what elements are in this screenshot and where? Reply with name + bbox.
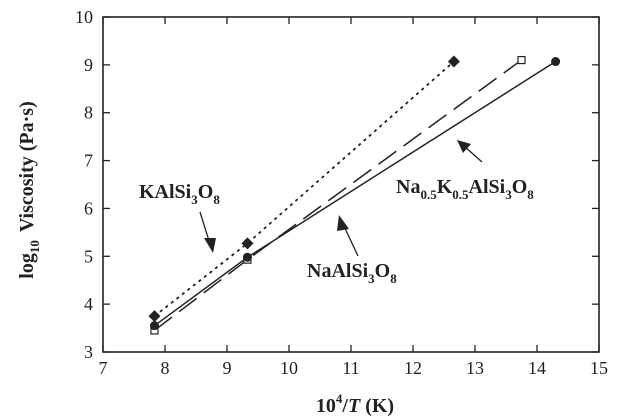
x-tick-label: 12 bbox=[404, 358, 422, 378]
x-tick-label: 10 bbox=[280, 358, 298, 378]
series-label-na05k05alsi3o8: Na0.5K0.5AlSi3O8 bbox=[396, 176, 534, 202]
x-tick-label: 11 bbox=[342, 358, 359, 378]
series-line-1 bbox=[154, 59, 522, 332]
y-tick-label: 9 bbox=[84, 55, 93, 75]
series-label-naalsi3o8: NaAlSi3O8 bbox=[307, 260, 397, 286]
x-axis-label: 104/T (K) bbox=[316, 391, 394, 417]
y-tick-label: 8 bbox=[84, 103, 93, 123]
x-axis-ticks: 7 8 9 10 11 12 13 14 15 bbox=[99, 17, 608, 378]
x-tick-label: 13 bbox=[466, 358, 484, 378]
arrow-kalsi3o8 bbox=[199, 211, 216, 253]
x-tick-label: 9 bbox=[223, 358, 232, 378]
data-point-circle bbox=[551, 57, 561, 67]
arrow-naalsi3o8 bbox=[337, 215, 359, 257]
data-point-diamond bbox=[148, 310, 161, 323]
series-label-kalsi3o8: KAlSi3O8 bbox=[139, 181, 220, 207]
x-tick-label: 14 bbox=[528, 358, 546, 378]
y-tick-label: 6 bbox=[84, 198, 93, 218]
y-tick-label: 7 bbox=[84, 151, 93, 171]
series-line-0 bbox=[153, 60, 455, 317]
data-point-circle bbox=[242, 252, 252, 262]
data-point-circle bbox=[149, 321, 159, 331]
x-tick-label: 8 bbox=[161, 358, 170, 378]
y-axis-ticks: 3 4 5 6 7 8 9 10 bbox=[75, 7, 599, 362]
arrow-na05k05alsi3o8 bbox=[457, 140, 483, 163]
y-tick-label: 3 bbox=[84, 342, 93, 362]
y-axis-label: log10Viscosity (Pa·s) bbox=[16, 101, 42, 278]
data-point-diamond bbox=[241, 237, 254, 250]
data-point-square bbox=[517, 55, 526, 65]
y-tick-label: 4 bbox=[84, 294, 93, 314]
series-markers bbox=[148, 55, 561, 335]
data-point-diamond bbox=[447, 55, 460, 68]
x-tick-label: 7 bbox=[99, 358, 108, 378]
x-tick-label: 15 bbox=[590, 358, 608, 378]
y-tick-label: 5 bbox=[84, 246, 93, 266]
y-tick-label: 10 bbox=[75, 7, 93, 27]
